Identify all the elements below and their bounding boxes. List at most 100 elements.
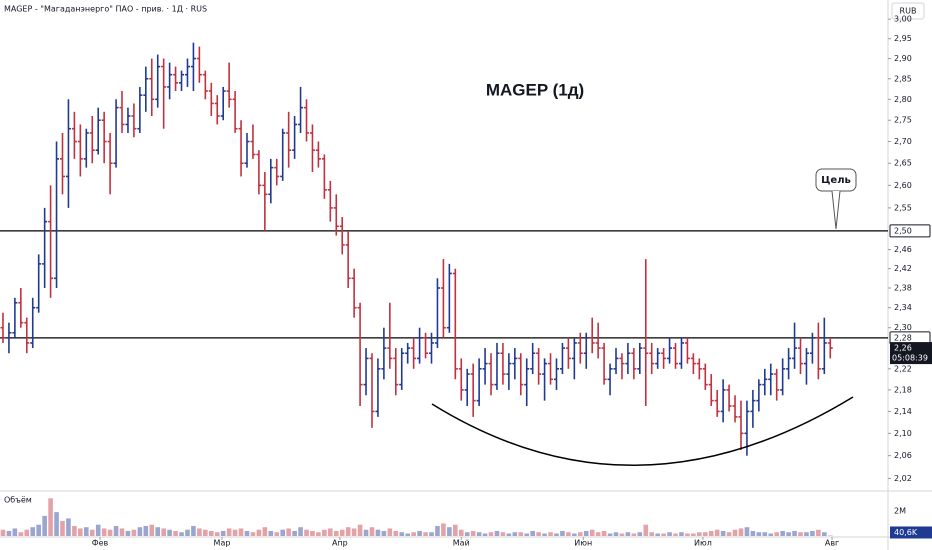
volume-bar — [161, 528, 166, 536]
x-tick-label: Май — [453, 539, 470, 548]
y-tick-label: 2,10 — [894, 429, 912, 438]
volume-bar — [363, 529, 369, 536]
volume-bar — [381, 530, 387, 536]
volume-bar — [399, 532, 405, 536]
y-tick-label: 2,80 — [894, 95, 912, 104]
volume-bar — [387, 528, 393, 536]
volume-bar — [357, 524, 363, 536]
volume-bar — [167, 529, 172, 536]
volume-bar — [470, 530, 476, 536]
volume-bar — [685, 533, 690, 536]
volume-bar — [726, 532, 732, 536]
volume-bar — [643, 524, 649, 536]
y-tick-label: 2,30 — [894, 323, 912, 332]
volume-bar — [36, 524, 41, 536]
volume-bar — [667, 532, 672, 536]
level-label: 2,50 — [894, 226, 912, 235]
volume-bar — [417, 530, 422, 536]
volume-bar — [804, 532, 809, 536]
level-box — [889, 224, 931, 238]
volume-bar — [530, 530, 535, 536]
volume-bar — [101, 528, 107, 536]
volume-bar — [482, 533, 488, 536]
volume-bar — [756, 532, 762, 536]
volume-bar — [6, 530, 12, 536]
volume-bar — [333, 530, 339, 536]
volume-bar — [649, 532, 655, 536]
volume-bar — [607, 533, 613, 536]
volume-bar — [429, 532, 434, 536]
volume-bar — [619, 533, 625, 536]
chart-title: MAGEP (1д) — [486, 80, 584, 99]
volume-bar — [744, 527, 750, 536]
volume-bar — [280, 529, 286, 536]
volume-bar — [423, 532, 428, 536]
volume-bar — [48, 498, 53, 536]
volume-last-box — [890, 526, 932, 539]
volume-bar — [185, 529, 190, 536]
volume-bar — [232, 529, 238, 536]
volume-bar — [72, 525, 77, 536]
volume-bar — [691, 533, 696, 536]
y-tick-label: 2,38 — [894, 284, 912, 293]
volume-bar — [500, 532, 506, 536]
volume-bar — [708, 530, 714, 536]
y-tick-label: 2,85 — [894, 74, 912, 83]
volume-bar — [95, 524, 101, 536]
volume-bar — [286, 528, 291, 536]
volume-bar — [42, 515, 47, 536]
volume-bar — [661, 533, 666, 536]
y-tick-label: 2,02 — [894, 474, 912, 483]
currency[interactable]: RUB — [900, 7, 917, 16]
y-tick-label: 2,18 — [894, 385, 912, 394]
volume-bar — [768, 533, 774, 536]
currency-box[interactable] — [891, 2, 925, 20]
y-tick-label: 2,14 — [894, 407, 912, 416]
rounding-bottom-arc — [431, 396, 854, 466]
volume-bar — [798, 532, 803, 536]
volume-bar — [494, 530, 500, 536]
y-tick-label: 2,75 — [894, 116, 912, 125]
volume-bar — [369, 527, 375, 536]
volume-bar — [393, 530, 399, 536]
volume-bar — [631, 533, 637, 536]
volume-bar — [250, 532, 256, 536]
volume-bar — [30, 527, 36, 536]
volume-bar — [214, 532, 220, 536]
target-label: Цель — [821, 175, 851, 186]
volume-bar — [786, 532, 791, 536]
volume-bar — [548, 532, 553, 536]
volume-bar — [613, 532, 619, 536]
volume-bar — [589, 529, 595, 536]
y-tick-label: 2,42 — [894, 264, 912, 273]
volume-bar — [625, 532, 631, 536]
volume-bar — [542, 533, 547, 536]
volume-bar — [554, 533, 559, 536]
y-tick-label: 2,46 — [894, 245, 912, 254]
volume-bar — [810, 530, 815, 536]
y-tick-label: 2,90 — [894, 54, 912, 63]
volume-bar — [149, 524, 155, 536]
volume-bar — [512, 532, 518, 536]
volume-bar — [125, 530, 131, 536]
volume-title: Объём — [4, 496, 32, 505]
volume-bar — [24, 529, 30, 536]
volume-bar — [792, 530, 797, 536]
volume-bar — [0, 529, 6, 536]
volume-bar — [720, 530, 726, 536]
volume-bar — [179, 532, 184, 536]
volume-bar — [292, 530, 297, 536]
y-tick-label: 2,95 — [894, 34, 912, 43]
y-tick-label: 2,22 — [894, 364, 912, 373]
volume-bar — [119, 528, 125, 536]
volume-bar — [339, 529, 345, 536]
x-tick-label: Апр — [332, 539, 348, 548]
volume-bar — [78, 528, 83, 536]
volume-bar — [351, 528, 357, 536]
volume-bar — [714, 529, 720, 536]
volume-bar — [155, 527, 161, 536]
volume-bar — [601, 530, 607, 536]
y-tick-label: 2,06 — [894, 451, 912, 460]
volume-bar — [89, 529, 95, 536]
volume-bar — [524, 533, 530, 536]
